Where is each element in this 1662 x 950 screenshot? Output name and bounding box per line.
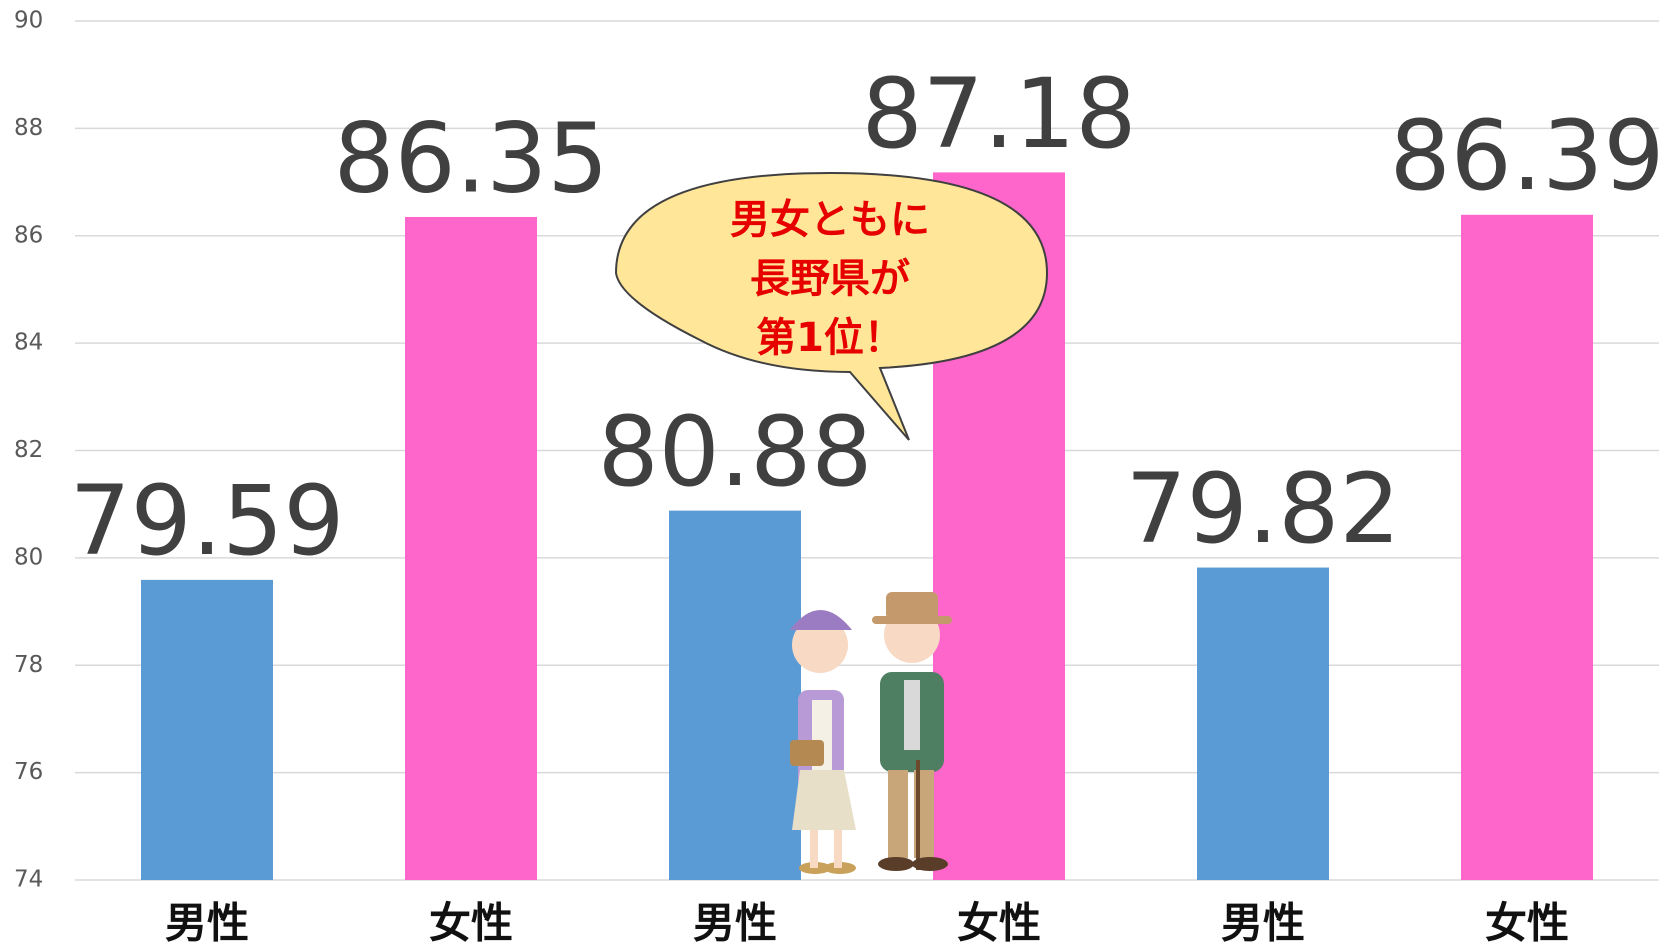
value-label: 79.82	[1126, 453, 1401, 565]
man-shoe	[878, 857, 914, 871]
couple-illustration	[790, 592, 952, 874]
y-tick-label: 82	[14, 437, 43, 463]
value-label: 86.35	[334, 102, 609, 214]
chart: 74 76 78 80 82 84 86 88 90 男性 79.59 女性 86.35 男性 80.88 女…	[0, 0, 1662, 950]
x-tick-label: 男性	[165, 899, 249, 948]
man-shirt	[904, 680, 920, 750]
callout-text: 男女ともに	[730, 197, 930, 243]
value-label: 87.18	[862, 58, 1137, 170]
man-hat	[886, 592, 938, 620]
y-tick-label: 74	[14, 867, 43, 893]
bar	[141, 580, 273, 880]
x-tick-label: 女性	[429, 899, 513, 948]
y-tick-label: 88	[14, 115, 43, 141]
y-tick-label: 78	[14, 652, 43, 678]
y-tick-label: 84	[14, 330, 43, 356]
x-tick-label: 女性	[1485, 899, 1569, 948]
woman-leg	[810, 830, 818, 868]
bar	[1461, 215, 1593, 880]
y-tick-label: 76	[14, 759, 43, 785]
woman-leg	[834, 830, 842, 868]
woman-skirt	[792, 770, 856, 830]
y-tick-label: 86	[14, 222, 43, 248]
x-tick-label: 女性	[957, 899, 1041, 948]
value-label: 80.88	[598, 396, 873, 508]
woman-bag	[790, 740, 824, 766]
x-tick-label: 男性	[693, 899, 777, 948]
bar	[669, 511, 801, 880]
y-tick-label: 90	[14, 8, 43, 34]
value-label: 86.39	[1390, 100, 1662, 212]
y-tick-label: 80	[14, 544, 43, 570]
x-tick-label: 男性	[1221, 899, 1305, 948]
value-label: 79.59	[70, 465, 345, 577]
bar	[1197, 568, 1329, 880]
callout-text: 長野県が	[750, 256, 910, 302]
man-shoe	[912, 857, 948, 871]
bar	[405, 217, 537, 880]
man-leg	[888, 770, 908, 858]
callout-text: 第1位！	[756, 315, 904, 361]
man-hat-brim	[872, 616, 952, 624]
